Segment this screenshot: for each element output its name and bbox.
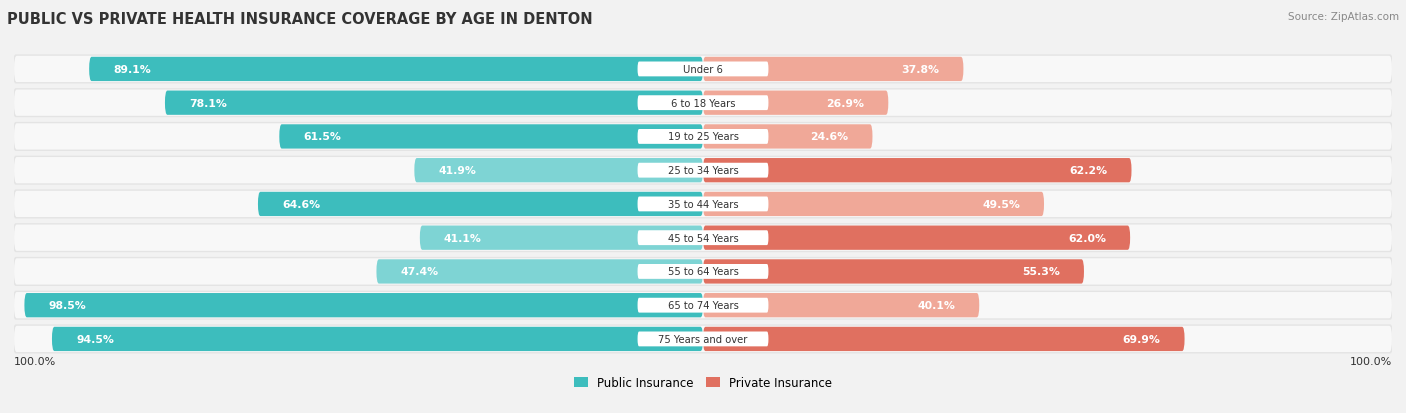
FancyBboxPatch shape — [13, 190, 1393, 219]
FancyBboxPatch shape — [637, 164, 769, 178]
Text: 41.1%: 41.1% — [444, 233, 482, 243]
Text: 47.4%: 47.4% — [401, 267, 439, 277]
FancyBboxPatch shape — [14, 225, 1392, 251]
Text: 55.3%: 55.3% — [1022, 267, 1060, 277]
FancyBboxPatch shape — [14, 292, 1392, 318]
FancyBboxPatch shape — [13, 55, 1393, 84]
FancyBboxPatch shape — [703, 159, 1132, 183]
FancyBboxPatch shape — [14, 158, 1392, 184]
FancyBboxPatch shape — [420, 226, 703, 250]
FancyBboxPatch shape — [13, 156, 1393, 185]
Text: 62.2%: 62.2% — [1070, 166, 1108, 176]
Text: 45 to 54 Years: 45 to 54 Years — [668, 233, 738, 243]
Text: Source: ZipAtlas.com: Source: ZipAtlas.com — [1288, 12, 1399, 22]
FancyBboxPatch shape — [14, 259, 1392, 285]
FancyBboxPatch shape — [14, 124, 1392, 150]
FancyBboxPatch shape — [703, 91, 889, 116]
FancyBboxPatch shape — [52, 327, 703, 351]
FancyBboxPatch shape — [637, 62, 769, 77]
Text: 94.5%: 94.5% — [76, 334, 114, 344]
FancyBboxPatch shape — [637, 231, 769, 245]
Text: Under 6: Under 6 — [683, 65, 723, 75]
FancyBboxPatch shape — [257, 192, 703, 216]
FancyBboxPatch shape — [703, 125, 873, 149]
Text: 24.6%: 24.6% — [810, 132, 848, 142]
FancyBboxPatch shape — [13, 223, 1393, 253]
FancyBboxPatch shape — [13, 89, 1393, 118]
FancyBboxPatch shape — [13, 257, 1393, 286]
FancyBboxPatch shape — [13, 325, 1393, 354]
FancyBboxPatch shape — [703, 192, 1045, 216]
Text: 78.1%: 78.1% — [188, 98, 226, 109]
FancyBboxPatch shape — [165, 91, 703, 116]
FancyBboxPatch shape — [637, 298, 769, 313]
FancyBboxPatch shape — [415, 159, 703, 183]
Text: 35 to 44 Years: 35 to 44 Years — [668, 199, 738, 209]
FancyBboxPatch shape — [703, 260, 1084, 284]
FancyBboxPatch shape — [14, 90, 1392, 116]
Text: 61.5%: 61.5% — [304, 132, 342, 142]
Text: 40.1%: 40.1% — [917, 300, 955, 311]
FancyBboxPatch shape — [89, 58, 703, 82]
FancyBboxPatch shape — [637, 130, 769, 145]
FancyBboxPatch shape — [637, 96, 769, 111]
Text: 100.0%: 100.0% — [14, 356, 56, 366]
Text: 6 to 18 Years: 6 to 18 Years — [671, 98, 735, 109]
FancyBboxPatch shape — [637, 332, 769, 347]
Text: PUBLIC VS PRIVATE HEALTH INSURANCE COVERAGE BY AGE IN DENTON: PUBLIC VS PRIVATE HEALTH INSURANCE COVER… — [7, 12, 593, 27]
Text: 55 to 64 Years: 55 to 64 Years — [668, 267, 738, 277]
FancyBboxPatch shape — [14, 57, 1392, 83]
FancyBboxPatch shape — [280, 125, 703, 149]
FancyBboxPatch shape — [637, 264, 769, 279]
Text: 49.5%: 49.5% — [981, 199, 1019, 209]
Text: 26.9%: 26.9% — [827, 98, 865, 109]
Text: 62.0%: 62.0% — [1069, 233, 1107, 243]
FancyBboxPatch shape — [703, 293, 979, 318]
Text: 89.1%: 89.1% — [114, 65, 150, 75]
FancyBboxPatch shape — [13, 123, 1393, 152]
Text: 69.9%: 69.9% — [1122, 334, 1160, 344]
Text: 75 Years and over: 75 Years and over — [658, 334, 748, 344]
Text: 100.0%: 100.0% — [1350, 356, 1392, 366]
FancyBboxPatch shape — [703, 58, 963, 82]
FancyBboxPatch shape — [377, 260, 703, 284]
Text: 19 to 25 Years: 19 to 25 Years — [668, 132, 738, 142]
Legend: Public Insurance, Private Insurance: Public Insurance, Private Insurance — [569, 371, 837, 394]
FancyBboxPatch shape — [703, 327, 1185, 351]
Text: 65 to 74 Years: 65 to 74 Years — [668, 300, 738, 311]
Text: 37.8%: 37.8% — [901, 65, 939, 75]
FancyBboxPatch shape — [14, 191, 1392, 218]
Text: 98.5%: 98.5% — [48, 300, 86, 311]
Text: 41.9%: 41.9% — [439, 166, 477, 176]
FancyBboxPatch shape — [637, 197, 769, 212]
FancyBboxPatch shape — [13, 291, 1393, 320]
FancyBboxPatch shape — [24, 293, 703, 318]
FancyBboxPatch shape — [14, 326, 1392, 352]
Text: 64.6%: 64.6% — [283, 199, 321, 209]
FancyBboxPatch shape — [703, 226, 1130, 250]
Text: 25 to 34 Years: 25 to 34 Years — [668, 166, 738, 176]
